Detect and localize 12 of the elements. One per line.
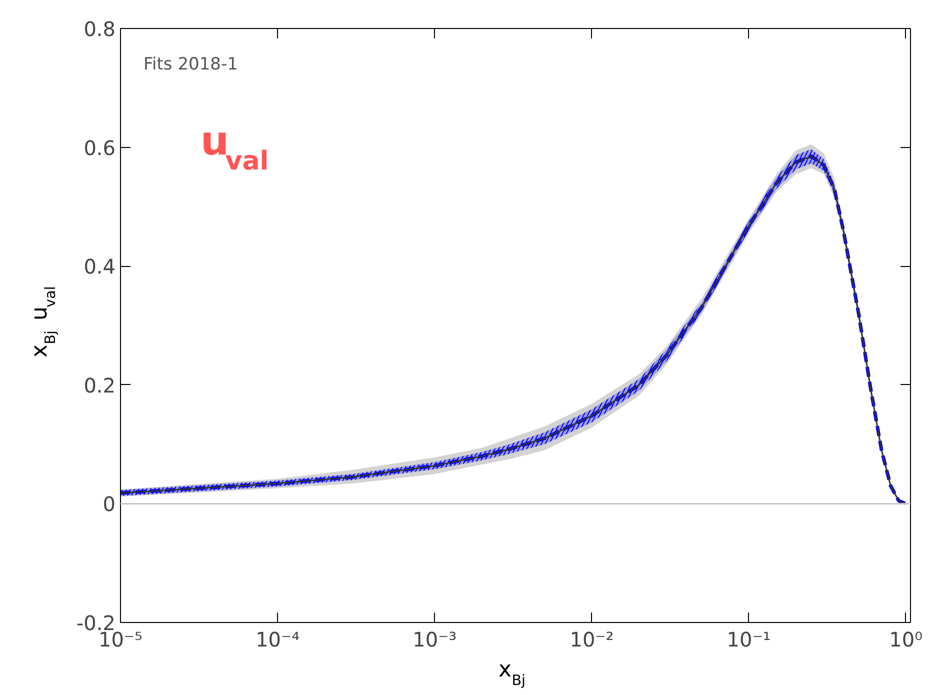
x-tick-label: 10⁰ [889, 628, 923, 652]
x-tick-label: 10⁻³ [412, 628, 457, 652]
x-tick-label: 10⁻¹ [726, 628, 771, 652]
x-tick-label: 10⁻⁴ [256, 628, 300, 652]
y-tick-label: 0.4 [84, 254, 116, 279]
annotation: Fits 2018-1 [144, 54, 238, 74]
y-axis-title: xBj uval [28, 286, 60, 358]
x-tick-label: 10⁻² [570, 628, 614, 652]
y-tick-label: 0.8 [84, 17, 116, 41]
y-tick-label: 0 [102, 492, 116, 516]
y-tick-label: 0.6 [84, 136, 116, 160]
y-tick-label: 0.2 [84, 373, 116, 398]
